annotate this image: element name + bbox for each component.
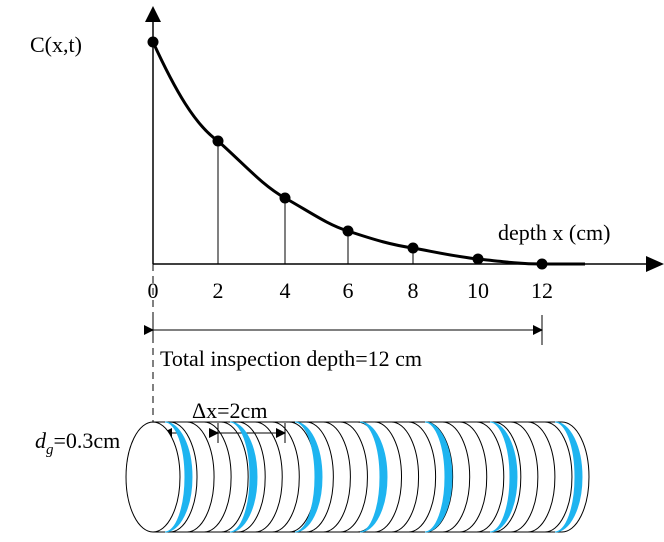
x-tick-label: 2 — [213, 278, 224, 303]
inspected-slice — [424, 421, 453, 533]
disc — [493, 421, 522, 533]
disc — [459, 421, 488, 533]
disc — [374, 421, 403, 533]
disc — [125, 421, 181, 533]
disc — [391, 421, 420, 533]
inspected-slice — [164, 421, 193, 533]
inspected-slice — [229, 421, 258, 533]
inspected-slice — [359, 421, 388, 533]
point — [212, 135, 224, 147]
inspected-slice — [294, 421, 323, 533]
inspected-slice — [489, 421, 518, 533]
x-tick-label: 8 — [408, 278, 419, 303]
y-label: C(x,t) — [30, 32, 82, 57]
disc — [238, 421, 266, 533]
disc — [510, 421, 539, 533]
x-label: depth x (cm) — [498, 220, 610, 245]
disc — [442, 421, 471, 533]
point — [147, 36, 159, 48]
disc — [476, 421, 505, 533]
disc — [561, 421, 590, 533]
point — [279, 192, 291, 204]
point — [342, 225, 354, 237]
disc — [255, 421, 283, 533]
inspected-slice — [554, 421, 583, 533]
disc — [527, 421, 556, 533]
disc — [408, 421, 437, 533]
x-tick-label: 6 — [343, 278, 354, 303]
point — [536, 258, 548, 270]
point — [472, 253, 484, 265]
dg-label: dg=0.3cm — [35, 428, 120, 458]
disc — [221, 421, 249, 533]
disc — [187, 421, 215, 533]
x-tick-label: 4 — [280, 278, 291, 303]
disc — [544, 421, 573, 533]
x-arrow — [646, 256, 664, 272]
x-tick-label: 12 — [531, 278, 553, 303]
y-arrow — [145, 6, 161, 22]
disc — [340, 421, 368, 533]
x-tick-label: 10 — [467, 278, 489, 303]
disc — [272, 421, 300, 533]
disc — [323, 421, 351, 533]
total-depth-label: Total inspection depth=12 cm — [160, 346, 422, 371]
disc — [306, 421, 334, 533]
disc — [204, 421, 232, 533]
dg-symbol: d — [35, 428, 47, 453]
disc — [170, 421, 198, 533]
point — [407, 242, 419, 254]
dg-sub: g — [46, 442, 54, 458]
dx-label: Δx=2cm — [192, 398, 267, 423]
dg-value: =0.3cm — [54, 428, 121, 453]
